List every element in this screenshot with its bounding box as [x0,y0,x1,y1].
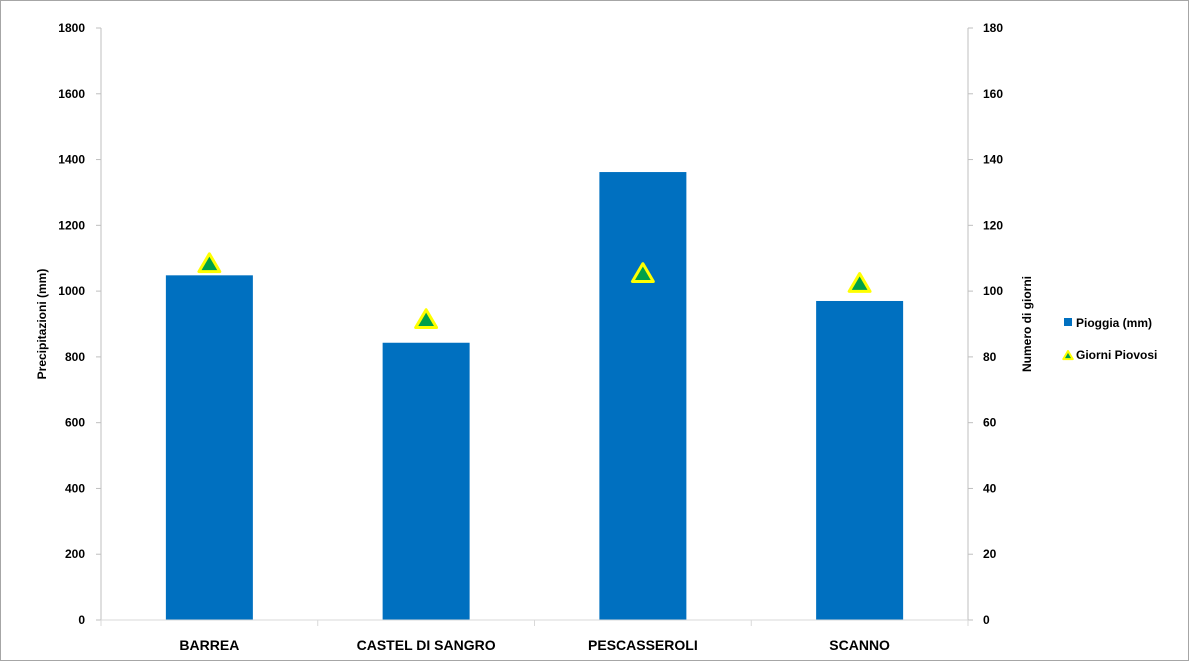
x-tick-marks [100,620,969,626]
right-tick-label: 20 [983,547,997,561]
left-tick-label: 1200 [58,218,85,232]
left-tick-label: 800 [65,350,85,364]
legend-triangle-label: Giorni Piovosi [1076,348,1157,362]
legend-bar-swatch [1064,318,1072,326]
left-tick-label: 400 [65,481,85,495]
left-tick-label: 1600 [58,87,85,101]
left-tick-label: 0 [78,613,85,627]
left-tick-labels: 0 200 400 600 800 1000 1200 1400 1600 1800 [58,21,101,627]
right-tick-label: 100 [983,284,1003,298]
bar [816,300,904,620]
markers-layer [197,252,872,330]
right-tick-label: 160 [983,87,1003,101]
right-tick-label: 120 [983,218,1003,232]
y-axis-title-right: Numero di giorni [1020,276,1034,372]
triangle-marker [197,252,222,274]
bar [382,342,470,620]
left-tick-label: 1000 [58,284,85,298]
right-tick-label: 140 [983,153,1003,167]
category-label: CASTEL DI SANGRO [357,637,496,653]
category-labels: BARREA CASTEL DI SANGRO PESCASSEROLI SCANNO [179,637,890,653]
left-tick-label: 600 [65,416,85,430]
category-label: SCANNO [829,637,890,653]
category-label: PESCASSEROLI [588,637,698,653]
right-tick-label: 60 [983,416,997,430]
triangle-marker [847,272,872,293]
bars-layer [165,172,904,620]
y-axis-title-left: Precipitazioni (mm) [35,269,49,380]
right-tick-labels: 0 20 40 60 80 100 120 140 160 180 [968,21,1003,627]
category-label: BARREA [179,637,239,653]
triangle-marker [414,308,439,330]
legend-bar-label: Pioggia (mm) [1076,316,1152,330]
right-tick-label: 40 [983,481,997,495]
triangle-marker [630,262,655,283]
left-tick-label: 1800 [58,21,85,35]
right-tick-label: 80 [983,350,997,364]
legend: Pioggia (mm) Giorni Piovosi [1062,316,1157,362]
right-tick-label: 0 [983,613,990,627]
right-tick-label: 180 [983,21,1003,35]
left-tick-label: 200 [65,547,85,561]
bar [165,275,253,620]
legend-triangle-swatch [1062,350,1074,361]
bar [599,172,687,620]
left-tick-label: 1400 [58,153,85,167]
